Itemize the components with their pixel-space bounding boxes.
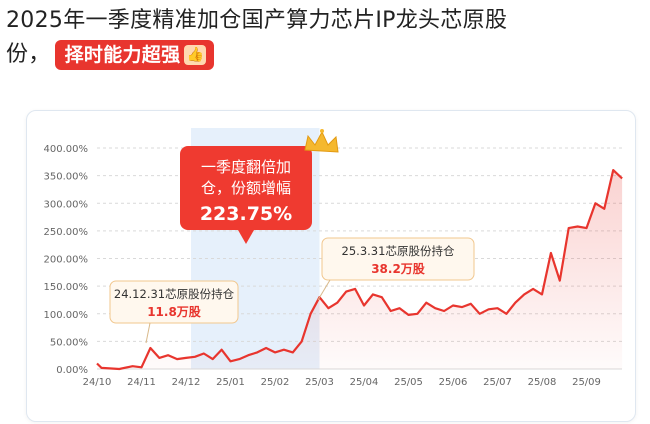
x-tick-label: 25/07: [483, 377, 512, 388]
q1-callout-connector: [317, 279, 331, 301]
q4-callout-connector: [145, 322, 151, 344]
x-tick-label: 25/05: [394, 377, 423, 388]
highlight-tag-label: 择时能力超强: [64, 44, 181, 66]
main-callout-bubble: [180, 146, 312, 230]
q1-callout-box: [321, 237, 475, 281]
main-callout-pointer: [238, 230, 254, 244]
series-line: [96, 169, 623, 371]
main-callout: 一季度翻倍加 仓，份额增幅 223.75%: [180, 129, 339, 244]
q1-holding-callout: 25.3.31芯原股份持仓 38.2万股: [317, 237, 475, 301]
x-tick-label: 25/09: [572, 377, 601, 388]
x-tick-label: 25/08: [528, 377, 557, 388]
x-tick-label: 24/10: [83, 377, 112, 388]
main-callout-line-2: 仓，份额增幅: [201, 179, 291, 197]
x-tick-label: 24/12: [172, 377, 201, 388]
main-callout-value: 223.75%: [200, 203, 292, 225]
x-tick-label: 25/01: [216, 377, 245, 388]
x-tick-label: 25/03: [305, 377, 334, 388]
series-area-fill: [97, 170, 623, 369]
q4-holding-callout: 24.12.31芯原股份持仓 11.8万股: [109, 280, 239, 344]
headline-line-2: 份， 择时能力超强 👍: [6, 38, 646, 72]
q4-callout-label: 24.12.31芯原股份持仓: [114, 287, 235, 301]
headline: 2025年一季度精准加仓国产算力芯片IP龙头芯原股 份， 择时能力超强 👍: [6, 4, 646, 72]
thumbs-up-icon: 👍: [184, 45, 207, 65]
y-tick-label: 0.00%: [56, 365, 88, 376]
x-tick-label: 25/06: [439, 377, 468, 388]
y-tick-label: 50.00%: [50, 337, 88, 348]
crown-icon: [304, 129, 339, 153]
headline-line-1: 2025年一季度精准加仓国产算力芯片IP龙头芯原股: [6, 8, 508, 33]
q1-callout-value: 38.2万股: [371, 261, 426, 276]
y-tick-label: 250.00%: [44, 227, 89, 238]
y-tick-label: 300.00%: [44, 199, 89, 210]
highlight-tag: 择时能力超强 👍: [54, 40, 215, 70]
y-tick-label: 350.00%: [44, 172, 89, 183]
main-callout-line-1: 一季度翻倍加: [201, 158, 291, 176]
x-tick-label: 25/04: [350, 377, 379, 388]
q1-callout-label: 25.3.31芯原股份持仓: [342, 244, 455, 258]
y-tick-label: 150.00%: [44, 282, 89, 293]
y-tick-label: 400.00%: [44, 144, 89, 155]
q4-callout-value: 11.8万股: [147, 304, 202, 319]
y-tick-label: 200.00%: [44, 255, 89, 266]
q4-callout-box: [109, 280, 239, 324]
x-tick-label: 25/02: [261, 377, 290, 388]
x-tick-label: 24/11: [127, 377, 156, 388]
headline-line-2-prefix: 份，: [6, 42, 51, 67]
y-tick-label: 100.00%: [44, 310, 89, 321]
